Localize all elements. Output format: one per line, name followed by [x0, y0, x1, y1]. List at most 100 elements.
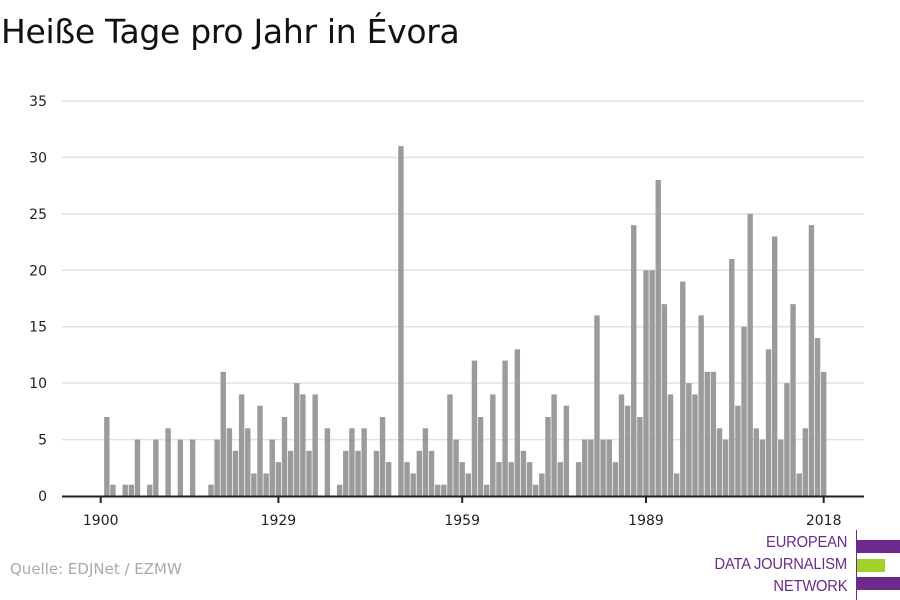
bar-1947: [385, 462, 392, 496]
bar-1926: [257, 405, 263, 496]
x-tick-label: 1900: [83, 513, 119, 529]
bar-1913: [177, 439, 184, 496]
logo-bar-purple-bottom: [857, 577, 900, 590]
y-tick-label: 25: [29, 207, 47, 223]
bar-2002: [722, 439, 729, 496]
logo-line-3: NETWORK: [773, 578, 847, 595]
bar-1956: [441, 484, 447, 496]
bar-1933: [300, 394, 306, 496]
bar-1937: [324, 428, 331, 496]
bar-1985: [618, 394, 625, 496]
bar-2005: [741, 326, 747, 496]
bar-1909: [153, 439, 159, 496]
bar-2008: [759, 439, 766, 496]
bar-1930: [281, 417, 288, 496]
bar-1908: [147, 484, 153, 496]
logo-line-1: EUROPEAN: [765, 534, 847, 551]
bar-1919: [214, 439, 220, 496]
bar-1966: [502, 360, 508, 496]
bar-2016: [808, 225, 815, 496]
bar-1979: [582, 439, 588, 496]
bar-1943: [361, 428, 367, 496]
bar-1902: [110, 484, 116, 496]
bar-1955: [434, 484, 441, 496]
x-tick-label: 1959: [444, 513, 480, 529]
bar-2013: [790, 304, 796, 496]
bar-2014: [796, 473, 802, 496]
chart-title: Heiße Tage pro Jahr in Évora: [1, 12, 460, 51]
bar-1957: [447, 394, 453, 496]
bar-1964: [490, 394, 496, 496]
y-tick-label: 0: [38, 489, 47, 505]
bar-1935: [312, 394, 318, 496]
bar-2007: [753, 428, 759, 496]
bar-1990: [649, 270, 655, 496]
bar-1952: [416, 450, 423, 496]
bar-1992: [661, 304, 668, 496]
bar-1997: [692, 394, 698, 496]
bar-1932: [294, 383, 300, 496]
logo-bar-purple-top: [857, 540, 900, 553]
bar-1978: [575, 462, 582, 496]
bar-1958: [453, 439, 459, 496]
bar-2011: [778, 439, 784, 496]
bar-1983: [606, 439, 612, 496]
source-note: Quelle: EDJNet / EZMW: [10, 560, 182, 578]
bar-1953: [422, 428, 429, 496]
bar-1996: [686, 383, 692, 496]
bar-1921: [226, 428, 233, 496]
bar-1980: [588, 439, 594, 496]
bar-1949: [398, 146, 404, 496]
bar-1925: [251, 473, 257, 496]
bar-1970: [526, 462, 533, 496]
logo-divider: [856, 530, 857, 600]
bar-1999: [704, 371, 710, 496]
edjnet-logo: EUROPEAN DATA JOURNALISM NETWORK: [700, 530, 900, 600]
bar-1975: [557, 462, 563, 496]
bar-1969: [520, 450, 527, 496]
bar-1928: [269, 439, 275, 496]
bar-1995: [680, 281, 686, 496]
bar-1920: [220, 371, 226, 496]
y-tick-label: 5: [38, 433, 47, 449]
bar-1963: [484, 484, 490, 496]
logo-bar-green: [857, 559, 885, 572]
bar-1967: [508, 462, 514, 496]
bar-1940: [343, 450, 349, 496]
bar-2017: [814, 338, 821, 496]
y-tick-label: 20: [29, 263, 47, 279]
y-tick-label: 30: [29, 150, 47, 166]
bar-1901: [104, 417, 110, 496]
bar-1982: [600, 439, 606, 496]
bar-1934: [306, 450, 312, 496]
bar-1988: [637, 417, 643, 496]
bar-1924: [245, 428, 251, 496]
bar-1931: [287, 450, 294, 496]
bar-1945: [373, 450, 380, 496]
bar-1954: [428, 450, 435, 496]
bar-1941: [349, 428, 355, 496]
bar-1973: [545, 417, 551, 496]
bar-2009: [765, 349, 772, 496]
bar-2012: [784, 383, 790, 496]
bar-1998: [698, 315, 704, 496]
bar-1986: [624, 405, 631, 496]
bar-1972: [539, 473, 545, 496]
bar-1906: [134, 439, 141, 496]
bar-1946: [379, 417, 386, 496]
y-tick-label: 35: [29, 94, 47, 110]
bar-1971: [533, 484, 539, 496]
bar-1911: [165, 428, 171, 496]
bar-1959: [459, 462, 465, 496]
bar-2015: [802, 428, 809, 496]
bar-2010: [771, 236, 778, 496]
bar-1915: [189, 439, 196, 496]
bar-1974: [551, 394, 557, 496]
x-tick-label: 2018: [806, 513, 842, 529]
bar-2006: [747, 213, 753, 496]
bar-1981: [594, 315, 600, 496]
bar-1923: [238, 394, 245, 496]
bar-1918: [208, 484, 214, 496]
bar-1962: [477, 417, 484, 496]
bar-1904: [122, 484, 128, 496]
